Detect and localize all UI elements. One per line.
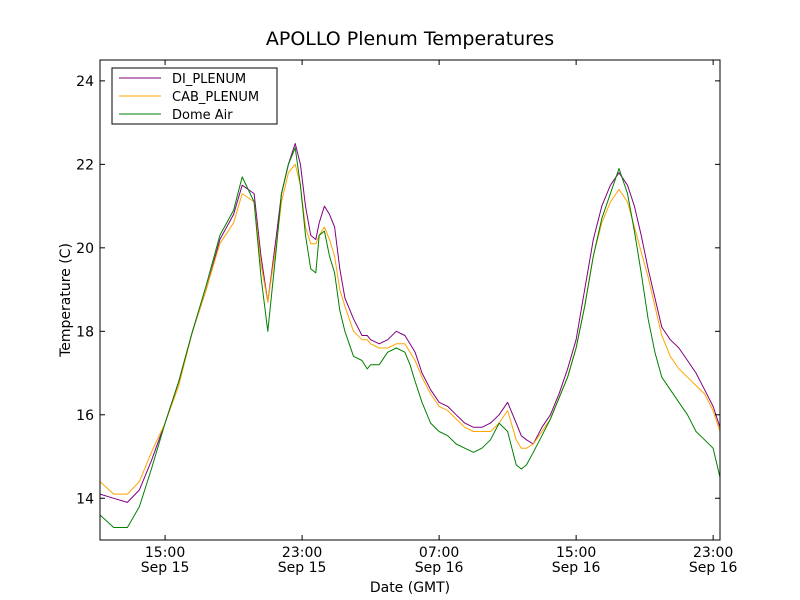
legend-label: CAB_PLENUM: [172, 90, 259, 105]
legend-label: DI_PLENUM: [172, 72, 246, 87]
x-tick-label-date: Sep 16: [415, 560, 464, 576]
x-tick-label-time: 15:00: [556, 545, 596, 561]
plot-frame: [99, 59, 721, 541]
series-line-dome-air: [100, 147, 720, 528]
y-tick-label: 24: [76, 74, 94, 90]
x-tick-label-time: 23:00: [282, 545, 322, 561]
x-tick-label-date: Sep 16: [689, 560, 738, 576]
y-tick-label: 18: [76, 324, 94, 340]
y-tick-label: 16: [76, 408, 94, 424]
x-tick-label-date: Sep 16: [552, 560, 601, 576]
y-tick-label: 14: [76, 491, 94, 507]
x-axis-label: Date (GMT): [370, 580, 450, 596]
x-tick-label-date: Sep 15: [278, 560, 327, 576]
series-line-cab-plenum: [100, 163, 720, 495]
y-tick-label: 22: [76, 157, 94, 173]
chart-title: APOLLO Plenum Temperatures: [266, 28, 554, 50]
x-tick-label-time: 23:00: [693, 545, 733, 561]
x-tick-label-date: Sep 15: [141, 560, 190, 576]
x-tick-label-time: 15:00: [145, 545, 185, 561]
x-tick-label-time: 07:00: [419, 545, 459, 561]
legend: DI_PLENUM CAB_PLENUM Dome Air: [111, 67, 278, 125]
legend-label: Dome Air: [172, 108, 233, 123]
y-tick-label: 20: [76, 241, 94, 257]
y-axis-label: Temperature (C): [58, 243, 74, 358]
series-layer: [100, 143, 720, 528]
